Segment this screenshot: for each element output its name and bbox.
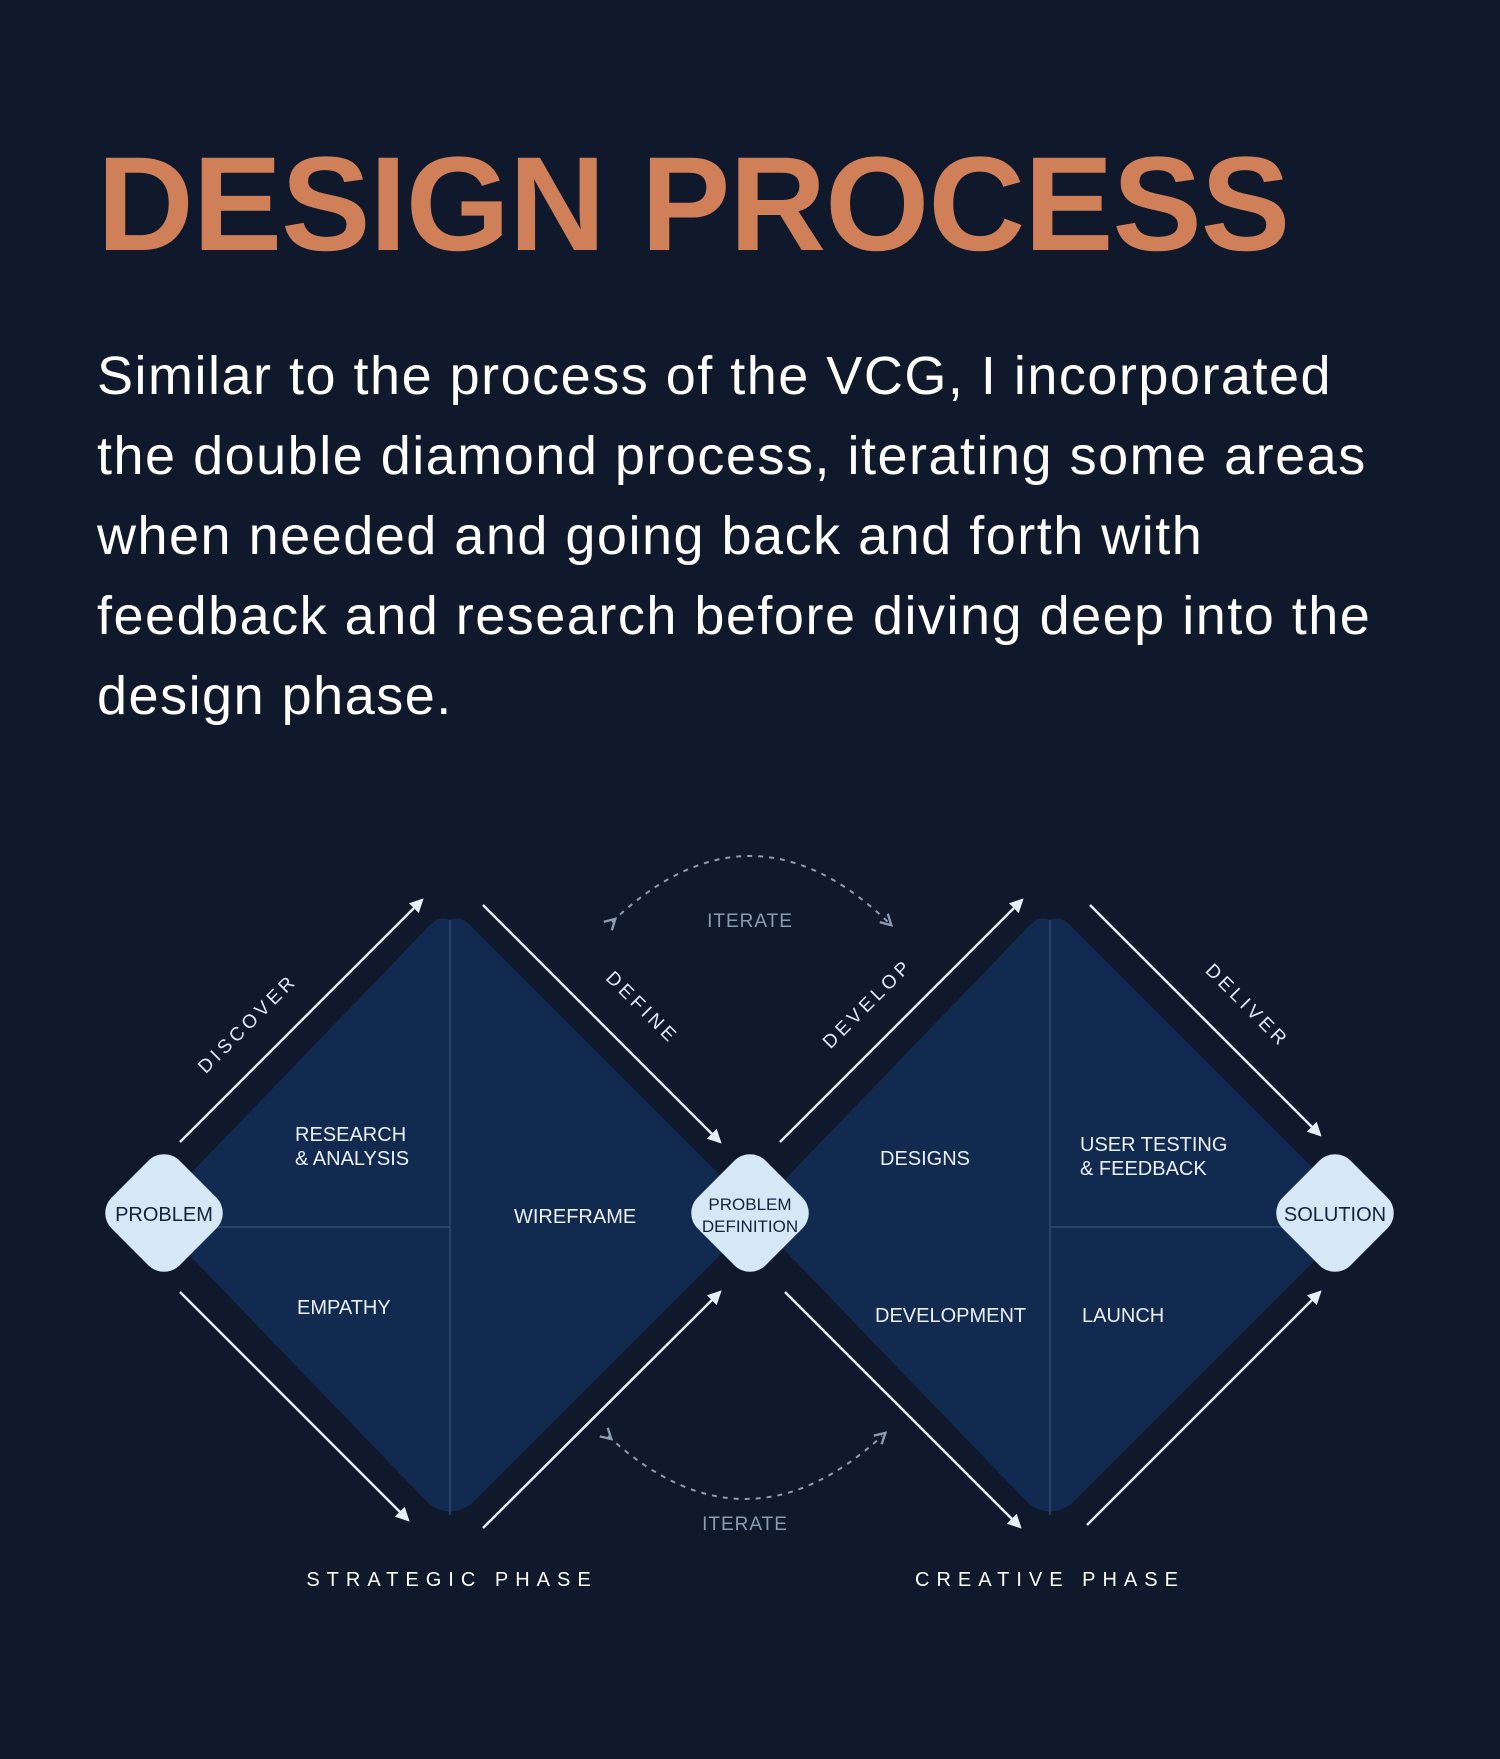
arrow-develop-up [779,898,1024,1143]
strategic-phase-label: STRATEGIC PHASE [306,1569,597,1591]
arrow-deliver-up [1086,1290,1322,1526]
arrow-define-up [482,1290,722,1529]
research-analysis-label-line1: RESEARCH [295,1124,406,1146]
diamond-shape-1 [165,918,745,1512]
arrow-deliver-down [1089,904,1322,1137]
designs-label: DESIGNS [880,1148,970,1170]
creative-phase-label: CREATIVE PHASE [915,1569,1185,1591]
launch-label: LAUNCH [1082,1305,1164,1327]
diamond-shape-2 [765,918,1345,1512]
research-analysis-label-line2: & ANALYSIS [295,1148,409,1170]
arrow-develop-down [784,1291,1022,1529]
diamond-develop-deliver [765,918,1345,1515]
iterate-bottom-curve [608,1436,882,1500]
node-solution: SOLUTION [1276,1154,1394,1272]
node-problem-label: PROBLEM [115,1204,213,1226]
diamond-discover-define [165,918,745,1515]
stage-discover-label: DISCOVER [194,970,302,1078]
user-testing-label-line2: & FEEDBACK [1080,1158,1207,1180]
node-problem-definition-line1: PROBLEM [708,1195,791,1214]
development-label: DEVELOPMENT [875,1305,1026,1327]
stage-develop-label: DEVELOP [819,955,917,1053]
iterate-bottom-label: ITERATE [702,1514,788,1535]
node-solution-label: SOLUTION [1284,1204,1386,1226]
arrow-discover-up [179,898,424,1143]
intro-paragraph: Similar to the process of the VCG, I inc… [97,346,1372,726]
stage-deliver-label: DELIVER [1201,960,1293,1052]
empathy-label: EMPATHY [297,1297,391,1319]
node-problem-definition: PROBLEM DEFINITION [691,1154,809,1272]
user-testing-label-line1: USER TESTING [1080,1134,1227,1156]
wireframe-label: WIREFRAME [514,1206,636,1228]
page-title: DESIGN PROCESS [97,130,1290,279]
stage-arrows [179,898,1322,1529]
arrow-discover-down [179,1291,410,1522]
iterate-top-label: ITERATE [707,911,793,932]
arrow-define-down [482,904,722,1144]
node-problem-definition-line2: DEFINITION [702,1217,798,1236]
node-problem: PROBLEM [105,1154,223,1272]
iterate-top-curve [612,855,888,922]
